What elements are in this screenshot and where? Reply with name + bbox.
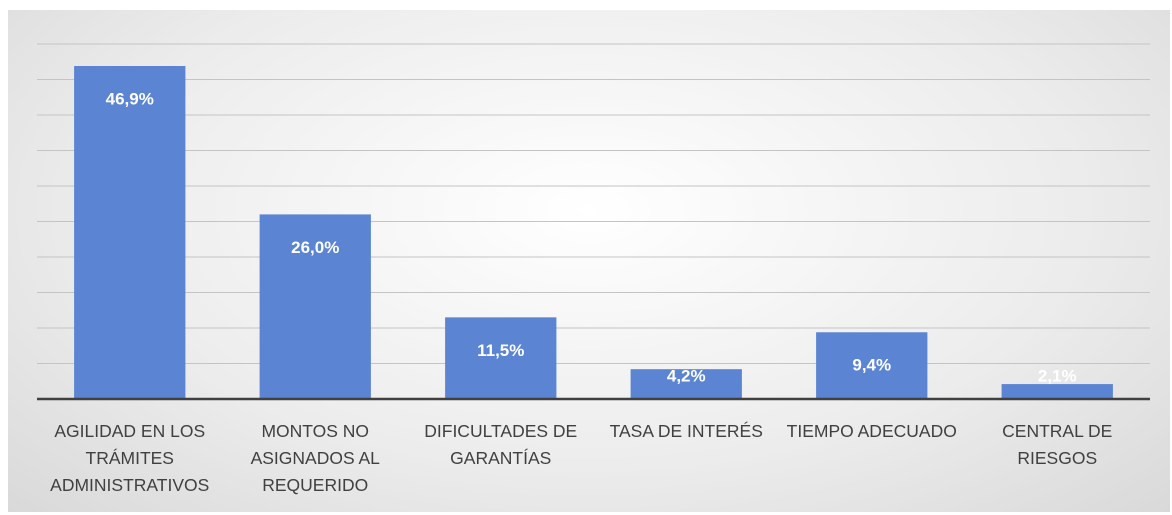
value-label: 4,2% <box>667 366 706 385</box>
bar <box>630 369 742 399</box>
bar <box>816 332 928 399</box>
chart-background <box>8 10 1170 512</box>
bar <box>259 214 371 399</box>
x-tick-label: MONTOS NO ASIGNADOS AL REQUERIDO <box>250 421 380 495</box>
x-tick-label: AGILIDAD EN LOS TRÁMITES ADMINISTRATIVOS <box>50 421 210 495</box>
bar <box>1001 384 1113 399</box>
x-tick-label: DIFICULTADES DE GARANTÍAS <box>424 421 578 468</box>
x-tick-label: TASA DE INTERÉS <box>609 421 763 441</box>
value-label: 26,0% <box>291 238 339 257</box>
x-tick-label: TIEMPO ADECUADO <box>786 421 957 441</box>
value-label: 11,5% <box>477 341 524 360</box>
bar <box>445 317 557 399</box>
value-label: 46,9% <box>106 89 154 108</box>
value-label: 2,1% <box>1038 366 1077 385</box>
value-label: 9,4% <box>852 356 891 375</box>
x-tick-label: CENTRAL DE RIESGOS <box>1002 421 1113 468</box>
bar <box>74 66 186 399</box>
